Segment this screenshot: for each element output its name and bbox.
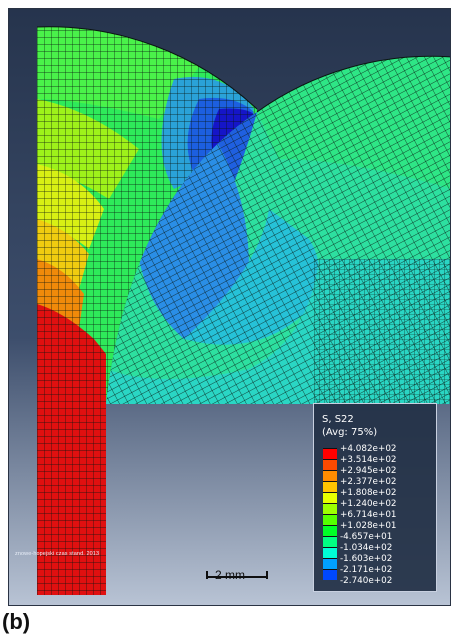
legend-swatch [323, 547, 337, 558]
legend-swatch [323, 536, 337, 547]
legend-value-label: +3.514e+02 [340, 455, 397, 465]
right-component-outline [256, 55, 450, 113]
fea-viewport: znowe-hopejski czas stand. 2013 [8, 8, 451, 606]
legend-swatch [323, 470, 337, 481]
scale-bar-line [206, 576, 268, 578]
legend-swatch [323, 481, 337, 492]
legend-value-label: -4.657e+01 [340, 532, 393, 542]
legend-colorbar [323, 448, 337, 580]
legend-swatch [323, 503, 337, 514]
legend-value-label: -2.740e+02 [340, 576, 393, 586]
fea-contour-plot [9, 9, 450, 605]
legend-value-label: +2.945e+02 [340, 466, 397, 476]
legend-value-label: +1.240e+02 [340, 499, 397, 509]
legend-title: S, S22 [322, 414, 354, 425]
contour-legend: S, S22 (Avg: 75%) +4.082e+02 +3.514e+02 +2… [313, 403, 437, 592]
legend-value-label: +6.714e+01 [340, 510, 397, 520]
legend-value-label: +2.377e+02 [340, 477, 397, 487]
legend-subtitle: (Avg: 75%) [322, 427, 378, 438]
legend-swatch [323, 514, 337, 525]
legend-swatch [323, 558, 337, 569]
legend-swatch [323, 459, 337, 470]
left-component-outline [36, 26, 258, 110]
legend-value-label: +1.028e+01 [340, 521, 397, 531]
scale-bar [206, 567, 268, 581]
legend-swatch [323, 492, 337, 503]
scale-bar-label: 2 mm [215, 568, 245, 582]
legend-swatch [323, 525, 337, 536]
scale-bar-right-tick [266, 571, 268, 579]
scale-bar-left-tick [206, 571, 208, 579]
panel-label: (b) [2, 609, 31, 634]
copyright-watermark: znowe-hopejski czas stand. 2013 [15, 551, 100, 557]
legend-value-label: +1.808e+02 [340, 488, 397, 498]
legend-swatch [323, 448, 337, 459]
legend-value-label: -1.034e+02 [340, 543, 393, 553]
legend-value-label: +4.082e+02 [340, 444, 397, 454]
legend-values: +4.082e+02 +3.514e+02 +2.945e+02 +2.377e+02… [340, 444, 397, 587]
legend-value-label: -2.171e+02 [340, 565, 393, 575]
legend-swatch [323, 569, 337, 580]
legend-value-label: -1.603e+02 [340, 554, 393, 564]
right-component-contour [106, 56, 450, 404]
